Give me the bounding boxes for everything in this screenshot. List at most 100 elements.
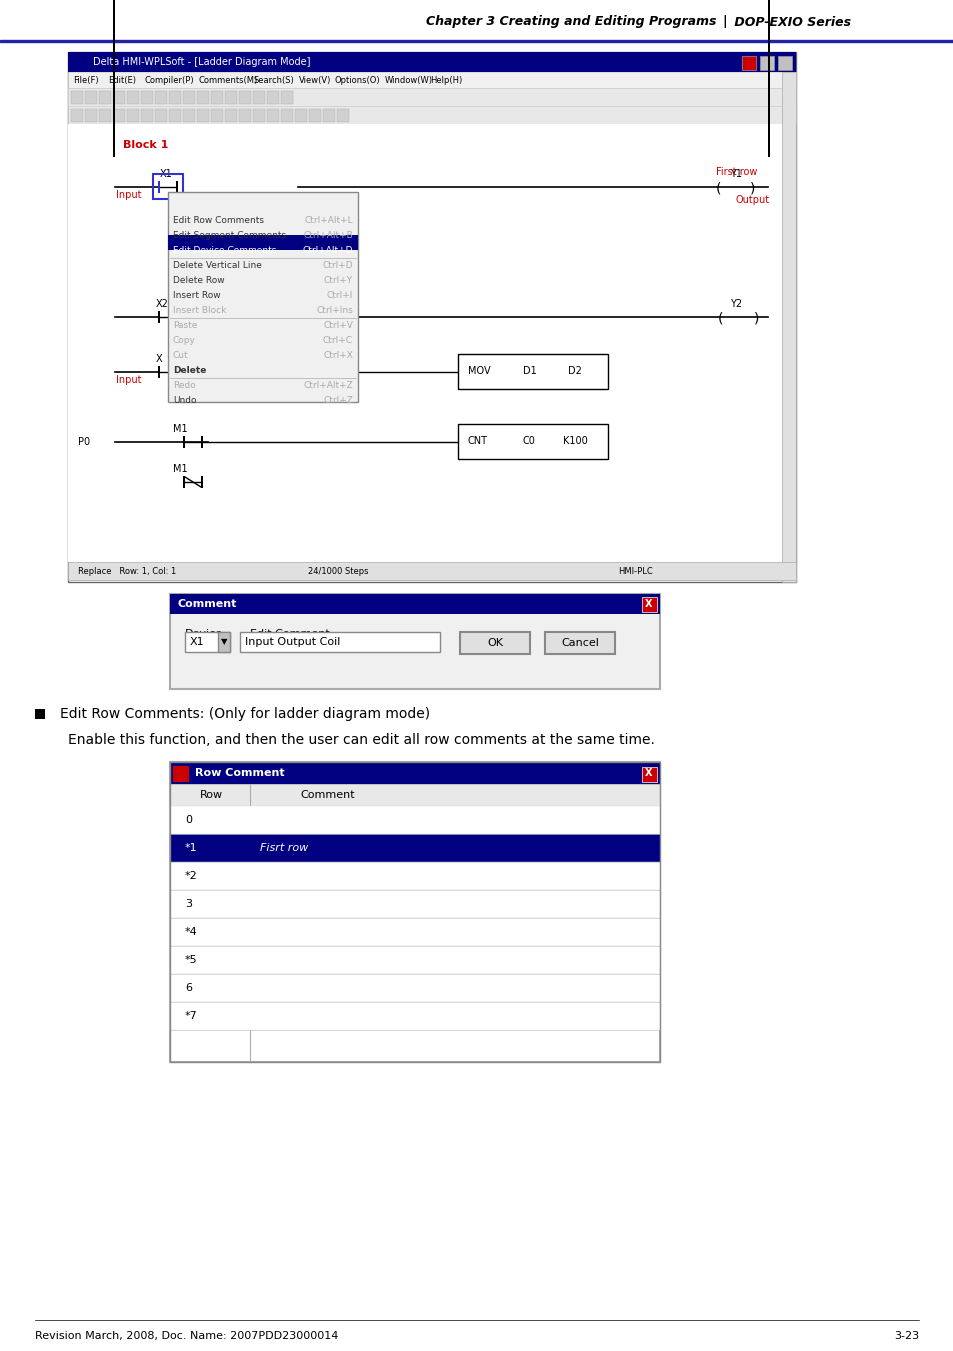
- Bar: [218, 632, 230, 653]
- Bar: [169, 91, 181, 104]
- Text: X2: X2: [156, 299, 169, 309]
- Text: Edit Row Comments: Edit Row Comments: [172, 216, 264, 226]
- Bar: [175, 366, 178, 378]
- Bar: [323, 109, 335, 122]
- Text: Row Comment: Row Comment: [194, 767, 284, 778]
- Bar: [170, 594, 659, 613]
- Text: Help(H): Help(H): [430, 76, 461, 85]
- Bar: [459, 632, 530, 654]
- Bar: [68, 88, 795, 124]
- Bar: [253, 109, 265, 122]
- Bar: [225, 109, 236, 122]
- Bar: [99, 109, 111, 122]
- Bar: [85, 109, 97, 122]
- Bar: [211, 91, 223, 104]
- Text: DOP-EXIO Series: DOP-EXIO Series: [729, 15, 850, 28]
- Text: |: |: [721, 15, 726, 28]
- Bar: [225, 91, 236, 104]
- Text: Edit Device Comments: Edit Device Comments: [172, 246, 276, 255]
- Bar: [68, 124, 781, 562]
- Bar: [0, 41, 953, 42]
- Bar: [170, 834, 659, 862]
- Bar: [309, 109, 320, 122]
- Bar: [170, 946, 659, 974]
- Text: Delete Row: Delete Row: [172, 276, 224, 285]
- Text: Copy: Copy: [172, 336, 195, 345]
- Text: Delete Vertical Line: Delete Vertical Line: [172, 261, 262, 270]
- Text: D1: D1: [522, 366, 537, 377]
- Text: Device: Device: [185, 630, 223, 639]
- Bar: [201, 436, 203, 449]
- Text: ): ): [753, 312, 759, 326]
- Text: ): ): [749, 182, 755, 196]
- Bar: [760, 55, 773, 70]
- Text: Enable this function, and then the user can edit all row comments at the same ti: Enable this function, and then the user …: [68, 734, 654, 747]
- Text: Ctrl+C: Ctrl+C: [323, 336, 353, 345]
- Text: P0: P0: [78, 436, 90, 447]
- Bar: [170, 762, 659, 1062]
- Bar: [741, 55, 755, 70]
- Bar: [68, 88, 795, 105]
- Bar: [767, 0, 769, 157]
- Bar: [170, 784, 659, 807]
- Text: Ctrl+Alt+Z: Ctrl+Alt+Z: [303, 381, 353, 390]
- Text: X: X: [644, 767, 652, 778]
- Text: Insert Row: Insert Row: [172, 290, 220, 300]
- Bar: [201, 476, 203, 488]
- Bar: [71, 91, 83, 104]
- Text: 3-23: 3-23: [893, 1331, 918, 1342]
- Bar: [68, 51, 795, 72]
- Text: Y2: Y2: [729, 299, 741, 309]
- Text: K100: K100: [562, 436, 587, 446]
- Bar: [336, 109, 349, 122]
- Text: Comment: Comment: [299, 790, 355, 800]
- Text: Ctrl+Alt+D: Ctrl+Alt+D: [302, 246, 353, 255]
- Text: Block 1: Block 1: [123, 141, 168, 150]
- Bar: [68, 562, 795, 580]
- Bar: [127, 91, 139, 104]
- Text: Ctrl+I: Ctrl+I: [326, 290, 353, 300]
- Bar: [168, 192, 357, 403]
- Text: *7: *7: [185, 1011, 197, 1021]
- Text: X: X: [644, 598, 652, 609]
- Text: X1: X1: [190, 638, 204, 647]
- Bar: [154, 91, 167, 104]
- Text: Fisrt row: Fisrt row: [260, 843, 308, 852]
- Text: Row: Row: [200, 790, 223, 800]
- Bar: [112, 0, 115, 157]
- Text: *5: *5: [185, 955, 197, 965]
- Text: OK: OK: [486, 638, 502, 648]
- Bar: [183, 476, 185, 488]
- Bar: [172, 766, 189, 782]
- Bar: [267, 91, 278, 104]
- Bar: [781, 72, 795, 582]
- Text: Replace   Row: 1, Col: 1: Replace Row: 1, Col: 1: [78, 566, 176, 576]
- Bar: [99, 91, 111, 104]
- Text: File(F): File(F): [73, 76, 98, 85]
- Bar: [170, 594, 659, 689]
- Bar: [169, 109, 181, 122]
- Bar: [175, 311, 178, 323]
- Bar: [457, 424, 607, 459]
- Bar: [35, 709, 45, 719]
- Bar: [154, 109, 167, 122]
- Text: Cut: Cut: [172, 351, 189, 359]
- Bar: [158, 366, 160, 378]
- Text: Revision March, 2008, Doc. Name: 2007PDD23000014: Revision March, 2008, Doc. Name: 2007PDD…: [35, 1331, 338, 1342]
- Text: CNT: CNT: [468, 436, 488, 446]
- Bar: [152, 174, 183, 199]
- Bar: [175, 181, 178, 193]
- Text: Redo: Redo: [172, 381, 195, 390]
- Text: Input: Input: [116, 190, 141, 200]
- Text: Comments(M): Comments(M): [199, 76, 258, 85]
- Bar: [239, 109, 251, 122]
- Bar: [267, 109, 278, 122]
- Text: Ctrl+Z: Ctrl+Z: [323, 396, 353, 405]
- Text: Compiler(P): Compiler(P): [144, 76, 193, 85]
- Text: (: (: [716, 182, 720, 196]
- Text: 24/1000 Steps: 24/1000 Steps: [308, 566, 368, 576]
- Bar: [211, 109, 223, 122]
- Text: Ctrl+Alt+L: Ctrl+Alt+L: [304, 216, 353, 226]
- Text: *2: *2: [185, 871, 197, 881]
- Text: *1: *1: [185, 843, 197, 852]
